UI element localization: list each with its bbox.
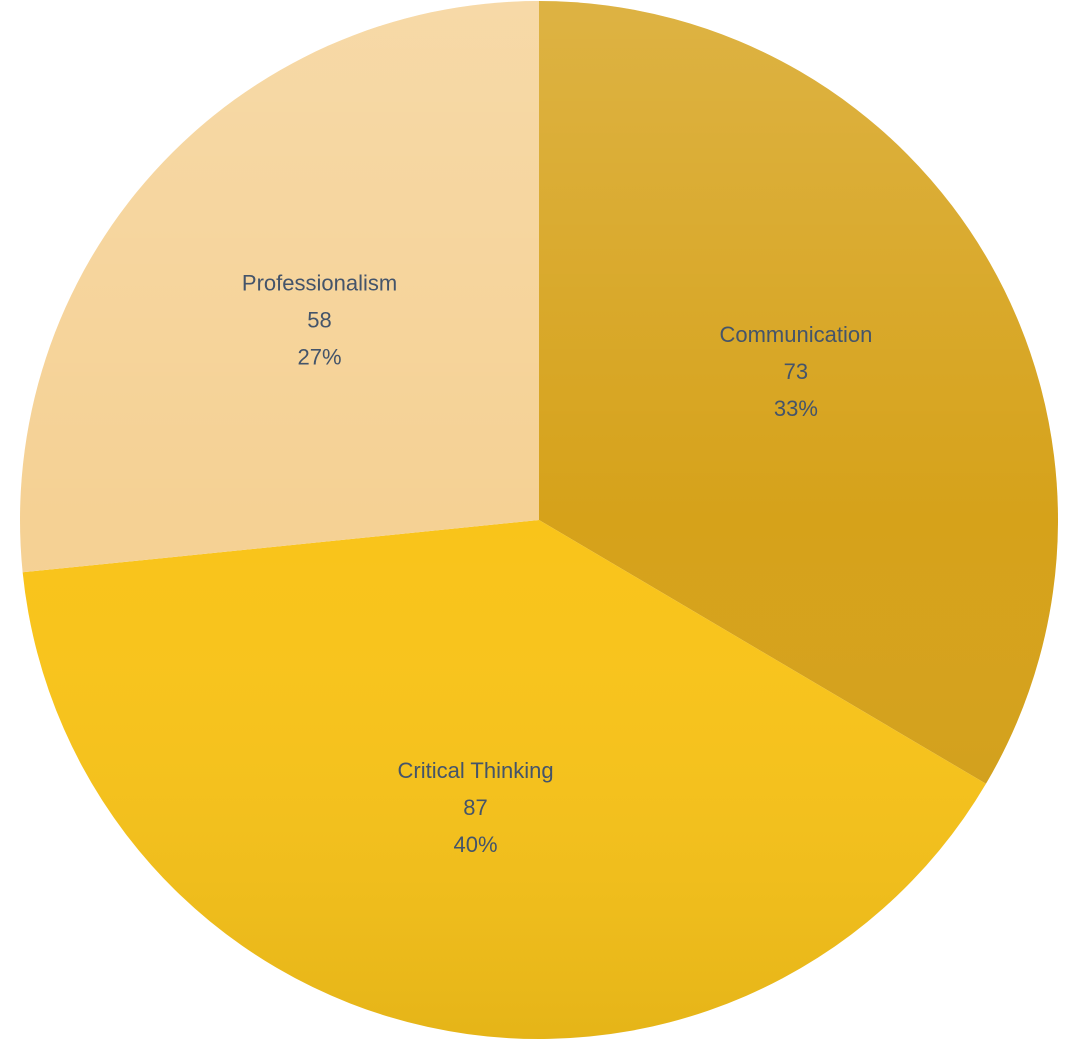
slice-label: Critical Thinking [397, 758, 553, 783]
pie [19, 1, 1058, 1040]
labels: Communication 73 33% Critical Thinking 87 40%… [242, 270, 872, 856]
value-label: 73 [784, 359, 808, 384]
value-label: 87 [463, 795, 487, 820]
percent-label: 27% [298, 344, 342, 369]
value-label: 58 [307, 307, 331, 332]
percent-label: 40% [454, 832, 498, 857]
slice-label: Professionalism [242, 270, 397, 295]
slice-label: Communication [719, 322, 872, 347]
percent-label: 33% [774, 396, 818, 421]
